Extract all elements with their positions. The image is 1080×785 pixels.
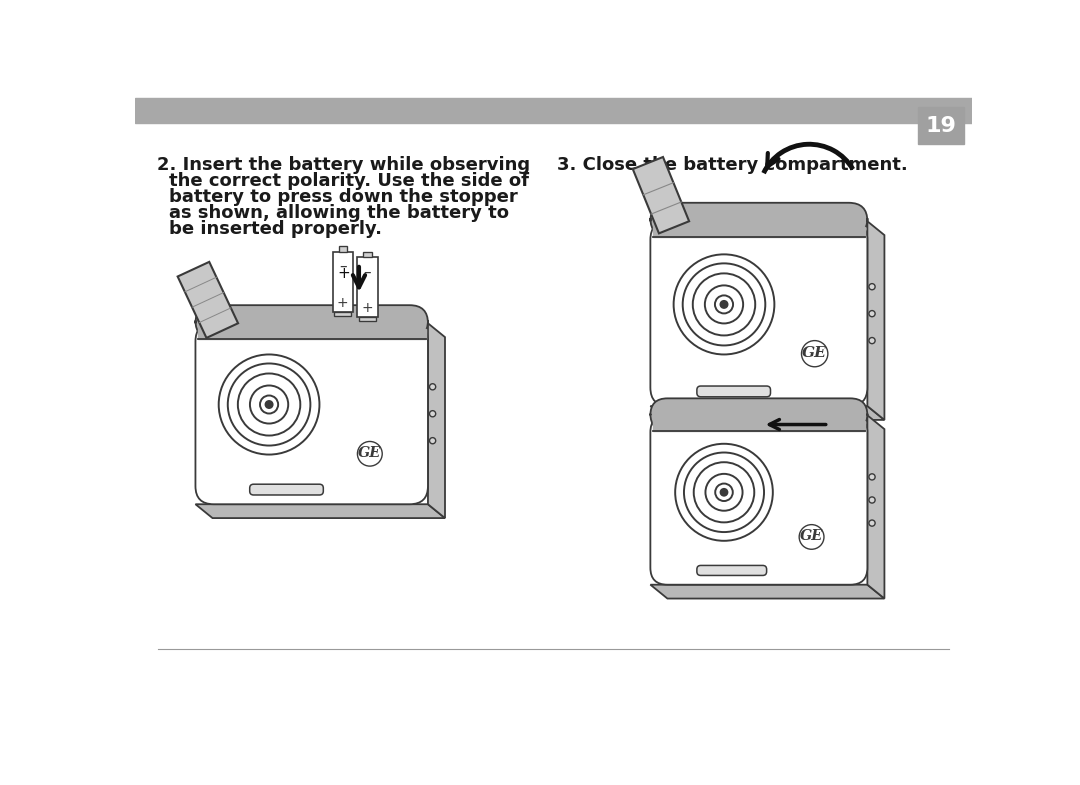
Circle shape <box>430 437 435 444</box>
FancyBboxPatch shape <box>195 305 428 338</box>
FancyBboxPatch shape <box>697 386 770 396</box>
Circle shape <box>799 524 824 549</box>
Text: the correct polarity. Use the side of: the correct polarity. Use the side of <box>170 172 529 190</box>
Circle shape <box>720 489 728 495</box>
Polygon shape <box>633 157 689 233</box>
Text: GE: GE <box>800 529 823 543</box>
Text: +: + <box>337 266 350 281</box>
Polygon shape <box>195 504 445 518</box>
Circle shape <box>266 401 272 408</box>
FancyBboxPatch shape <box>697 565 767 575</box>
Text: 3. Close the battery compartment.: 3. Close the battery compartment. <box>557 155 908 173</box>
Text: –: – <box>364 265 372 279</box>
Bar <box>918 108 964 144</box>
Text: GE: GE <box>359 446 381 460</box>
FancyBboxPatch shape <box>650 398 867 431</box>
Circle shape <box>869 338 875 344</box>
Bar <box>198 330 426 338</box>
Polygon shape <box>364 252 372 257</box>
Text: battery to press down the stopper: battery to press down the stopper <box>170 188 517 206</box>
Polygon shape <box>359 317 376 321</box>
Text: +: + <box>337 296 349 310</box>
Circle shape <box>430 411 435 417</box>
Circle shape <box>869 283 875 290</box>
Circle shape <box>720 301 728 308</box>
Text: be inserted properly.: be inserted properly. <box>170 221 382 239</box>
Polygon shape <box>867 221 885 420</box>
Polygon shape <box>428 323 445 518</box>
Polygon shape <box>333 252 353 312</box>
Text: –: – <box>339 259 347 274</box>
Circle shape <box>869 497 875 503</box>
FancyBboxPatch shape <box>249 484 323 495</box>
Text: 19: 19 <box>926 115 957 136</box>
Text: as shown, allowing the battery to: as shown, allowing the battery to <box>170 204 509 222</box>
Circle shape <box>357 441 382 466</box>
Text: +: + <box>362 301 374 315</box>
FancyBboxPatch shape <box>195 323 428 504</box>
Circle shape <box>869 311 875 316</box>
Bar <box>135 98 972 123</box>
Polygon shape <box>650 585 885 598</box>
Polygon shape <box>177 262 238 338</box>
FancyBboxPatch shape <box>650 415 867 585</box>
Circle shape <box>869 520 875 526</box>
Circle shape <box>869 474 875 480</box>
Polygon shape <box>867 415 885 598</box>
Polygon shape <box>357 257 378 317</box>
Text: 2. Insert the battery while observing: 2. Insert the battery while observing <box>157 155 530 173</box>
Polygon shape <box>334 312 351 316</box>
Polygon shape <box>339 246 347 252</box>
Circle shape <box>430 384 435 390</box>
Bar <box>652 422 865 431</box>
Text: GE: GE <box>802 346 827 360</box>
FancyBboxPatch shape <box>650 221 867 406</box>
Circle shape <box>801 341 828 367</box>
Polygon shape <box>650 406 885 420</box>
Bar <box>652 228 865 236</box>
FancyBboxPatch shape <box>650 203 867 236</box>
